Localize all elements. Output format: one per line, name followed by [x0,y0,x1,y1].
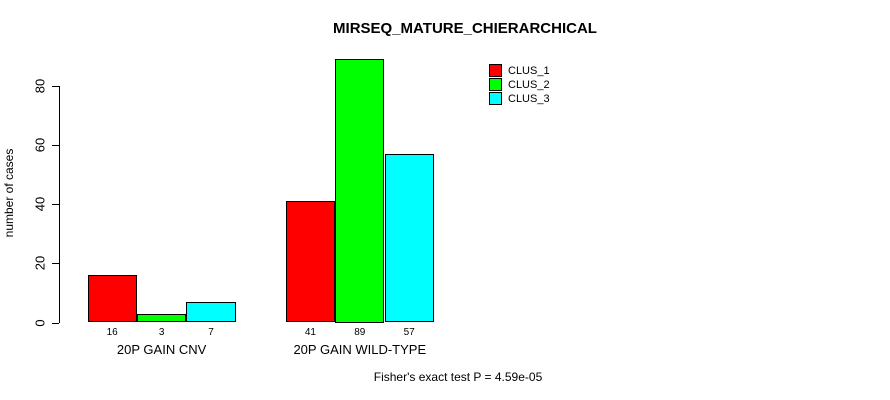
y-tick-label: 80 [32,78,48,93]
legend-swatch-clus_2 [489,78,502,91]
bar-clus_1-group1 [87,275,137,323]
y-tick-label: 0 [32,318,48,327]
bar-clus_2-group1 [136,313,187,323]
y-tick-mark [52,263,59,265]
legend-label: CLUS_3 [508,92,550,105]
y-tick-label: 20 [32,256,48,271]
bar-value-label: 57 [403,327,415,338]
y-tick-label: 60 [32,137,48,153]
legend-item-clus_2: CLUS_2 [489,78,550,91]
legend-label: CLUS_2 [508,78,550,91]
group-label: 20P GAIN WILD-TYPE [293,342,427,357]
bar-clus_2-group2 [335,59,385,323]
y-axis-line [59,85,60,324]
legend-swatch-clus_3 [489,92,502,105]
bar-clus_1-group2 [285,201,336,323]
bar-clus_3-group1 [186,301,236,323]
bar-value-label: 3 [158,327,165,338]
bar-value-label: 16 [106,327,118,338]
legend-item-clus_1: CLUS_1 [489,64,550,77]
group-label: 20P GAIN CNV [116,342,207,357]
y-tick-mark [52,322,59,324]
legend-label: CLUS_1 [508,64,550,77]
chart-title: MIRSEQ_MATURE_CHIERARCHICAL [333,20,597,37]
y-tick-label: 40 [32,196,48,212]
legend-item-clus_3: CLUS_3 [489,92,550,105]
bar-value-label: 41 [304,327,316,338]
bar-value-label: 89 [354,327,366,338]
y-tick-mark [52,204,59,206]
legend-swatch-clus_1 [489,64,502,77]
y-tick-mark [52,85,59,87]
bar-clus_3-group2 [384,153,434,323]
y-tick-mark [52,144,59,146]
bar-value-label: 7 [208,327,214,338]
annotation-fisher-test: Fisher's exact test P = 4.59e-05 [373,370,543,384]
y-axis-label: number of cases [2,148,16,238]
legend: CLUS_1 CLUS_2 CLUS_3 [489,64,550,105]
